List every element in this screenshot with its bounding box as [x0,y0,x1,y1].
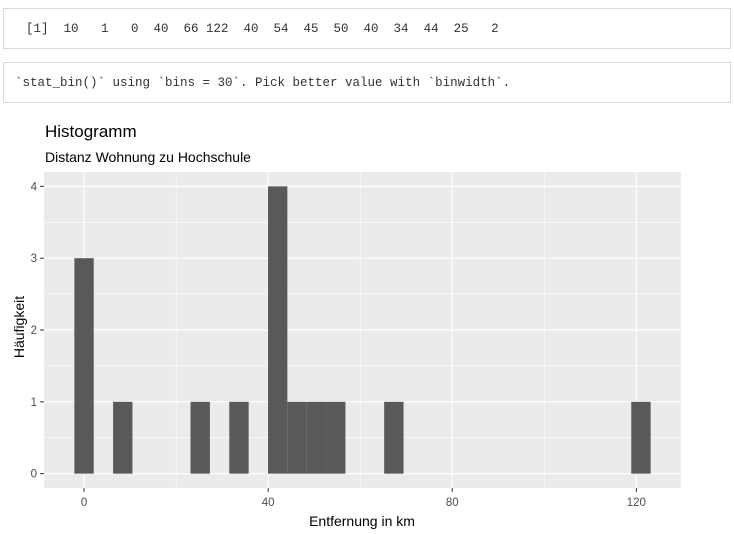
x-tick-label: 120 [627,497,646,509]
y-tick-label: 4 [31,181,38,193]
histogram-bar [113,401,133,474]
y-tick-label: 0 [31,469,37,481]
histogram-bars [74,186,651,474]
histogram-bar [326,401,346,474]
x-tick-label: 40 [262,497,275,509]
histogram-plot: Histogramm Distanz Wohnung zu Hochschule… [11,122,681,529]
y-tick-label: 2 [31,325,37,337]
console-output-warning: `stat_bin()` using `bins = 30`. Pick bet… [3,62,731,103]
x-tick-label: 0 [81,497,87,509]
chart-title: Histogramm [45,122,137,141]
console-output-values: [1] 10 1 0 40 66 122 40 54 45 50 40 34 4… [3,8,731,49]
histogram-bar [631,401,651,474]
y-axis-label: Häufigkeit [11,296,27,358]
histogram-bar [74,258,94,474]
chart-subtitle: Distanz Wohnung zu Hochschule [45,149,251,165]
histogram-bar [287,401,307,474]
histogram-bar [190,401,210,474]
y-tick-label: 3 [31,253,37,265]
histogram-bar [267,186,288,474]
histogram-bar [306,401,327,474]
x-tick-label: 80 [446,497,459,509]
histogram-bar [229,401,249,474]
axis-ticks: 0 40 80 120 0 1 2 3 4 [31,181,646,509]
y-tick-label: 1 [31,397,37,409]
histogram-bar [384,401,404,474]
x-axis-label: Entfernung in km [309,513,415,529]
